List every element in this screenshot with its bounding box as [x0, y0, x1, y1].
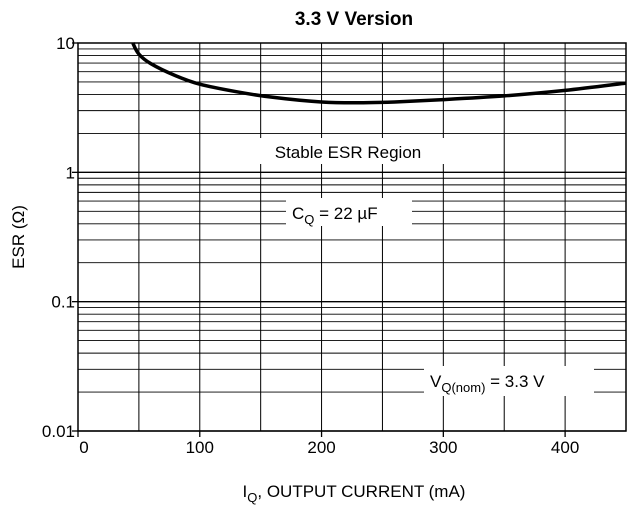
x-tick-label: 400 [551, 438, 579, 457]
x-tick-label: 0 [79, 438, 88, 457]
x-tick-label: 100 [186, 438, 214, 457]
y-axis-label: ESR (Ω) [9, 205, 28, 269]
y-tick-label: 0.1 [51, 293, 75, 312]
esr-boundary-line [131, 42, 627, 105]
y-tick-label: 1 [66, 163, 75, 182]
annotation-vnom: VQ(nom) = 3.3 V [424, 366, 594, 396]
annotation-stable-esr-region: Stable ESR Region [252, 138, 444, 164]
y-tick-label: 10 [56, 34, 75, 53]
y-tick-labels: 0.01 0.1 1 10 [42, 34, 75, 441]
x-tick-label: 300 [429, 438, 457, 457]
y-tick-label: 0.01 [42, 422, 75, 441]
plot-frame [77, 42, 627, 432]
stable-region-label: Stable ESR Region [275, 143, 421, 162]
annotation-capacitance: CQ = 22 µF [286, 198, 412, 227]
vnom-label: VQ(nom) = 3.3 V [430, 372, 545, 395]
capacitance-label: CQ = 22 µF [292, 204, 378, 227]
x-axis-label: IQ, OUTPUT CURRENT (mA) [243, 482, 466, 505]
x-tick-labels: 0 100 200 300 400 [79, 438, 579, 457]
x-tick-label: 200 [307, 438, 335, 457]
chart-title: 3.3 V Version [295, 9, 413, 30]
